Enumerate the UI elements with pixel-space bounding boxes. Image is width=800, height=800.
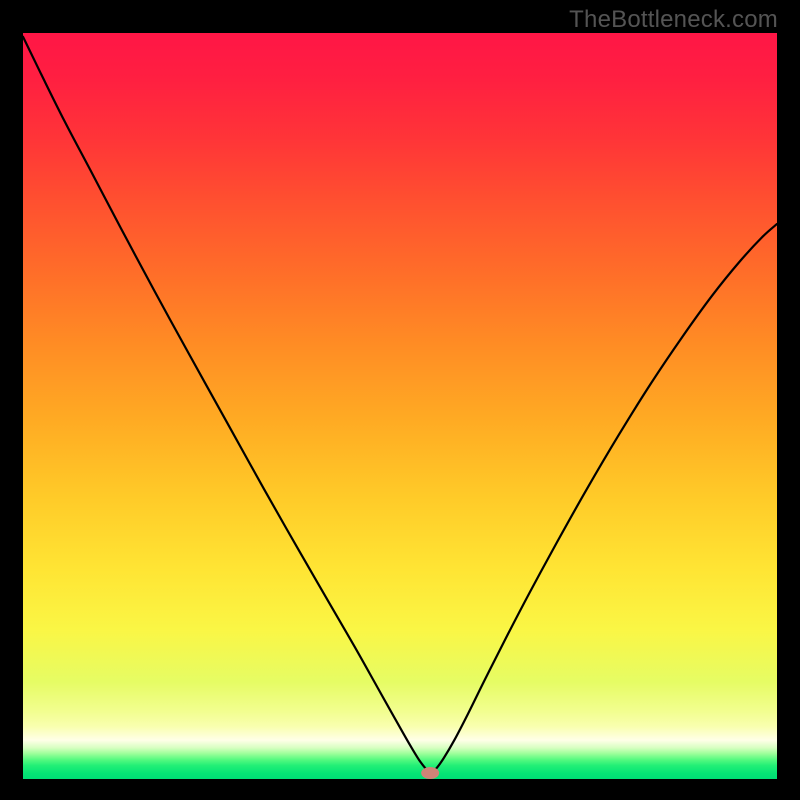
bottleneck-plot	[0, 0, 800, 800]
watermark-text: TheBottleneck.com	[569, 6, 778, 34]
gradient-background	[23, 33, 777, 779]
chart-frame: TheBottleneck.com	[0, 0, 800, 800]
minimum-marker	[421, 767, 439, 779]
